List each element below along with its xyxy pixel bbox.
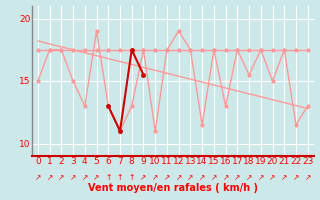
Text: ↗: ↗ — [82, 173, 88, 182]
Text: ↗: ↗ — [187, 173, 194, 182]
Text: ↗: ↗ — [211, 173, 217, 182]
Text: ↗: ↗ — [140, 173, 147, 182]
Text: ↗: ↗ — [152, 173, 158, 182]
Text: ↗: ↗ — [93, 173, 100, 182]
Text: ↗: ↗ — [305, 173, 311, 182]
Text: ↑: ↑ — [129, 173, 135, 182]
Text: ↗: ↗ — [175, 173, 182, 182]
Text: ↗: ↗ — [35, 173, 41, 182]
Text: ↗: ↗ — [269, 173, 276, 182]
Text: ↗: ↗ — [258, 173, 264, 182]
Text: ↗: ↗ — [281, 173, 287, 182]
Text: ↗: ↗ — [199, 173, 205, 182]
Text: ↗: ↗ — [70, 173, 76, 182]
Text: ↗: ↗ — [58, 173, 65, 182]
Text: ↗: ↗ — [222, 173, 229, 182]
Text: ↗: ↗ — [164, 173, 170, 182]
Text: ↗: ↗ — [234, 173, 241, 182]
Text: ↗: ↗ — [46, 173, 53, 182]
Text: ↑: ↑ — [105, 173, 111, 182]
Text: ↗: ↗ — [246, 173, 252, 182]
Text: ↑: ↑ — [117, 173, 123, 182]
Text: ↗: ↗ — [293, 173, 299, 182]
X-axis label: Vent moyen/en rafales ( km/h ): Vent moyen/en rafales ( km/h ) — [88, 183, 258, 193]
